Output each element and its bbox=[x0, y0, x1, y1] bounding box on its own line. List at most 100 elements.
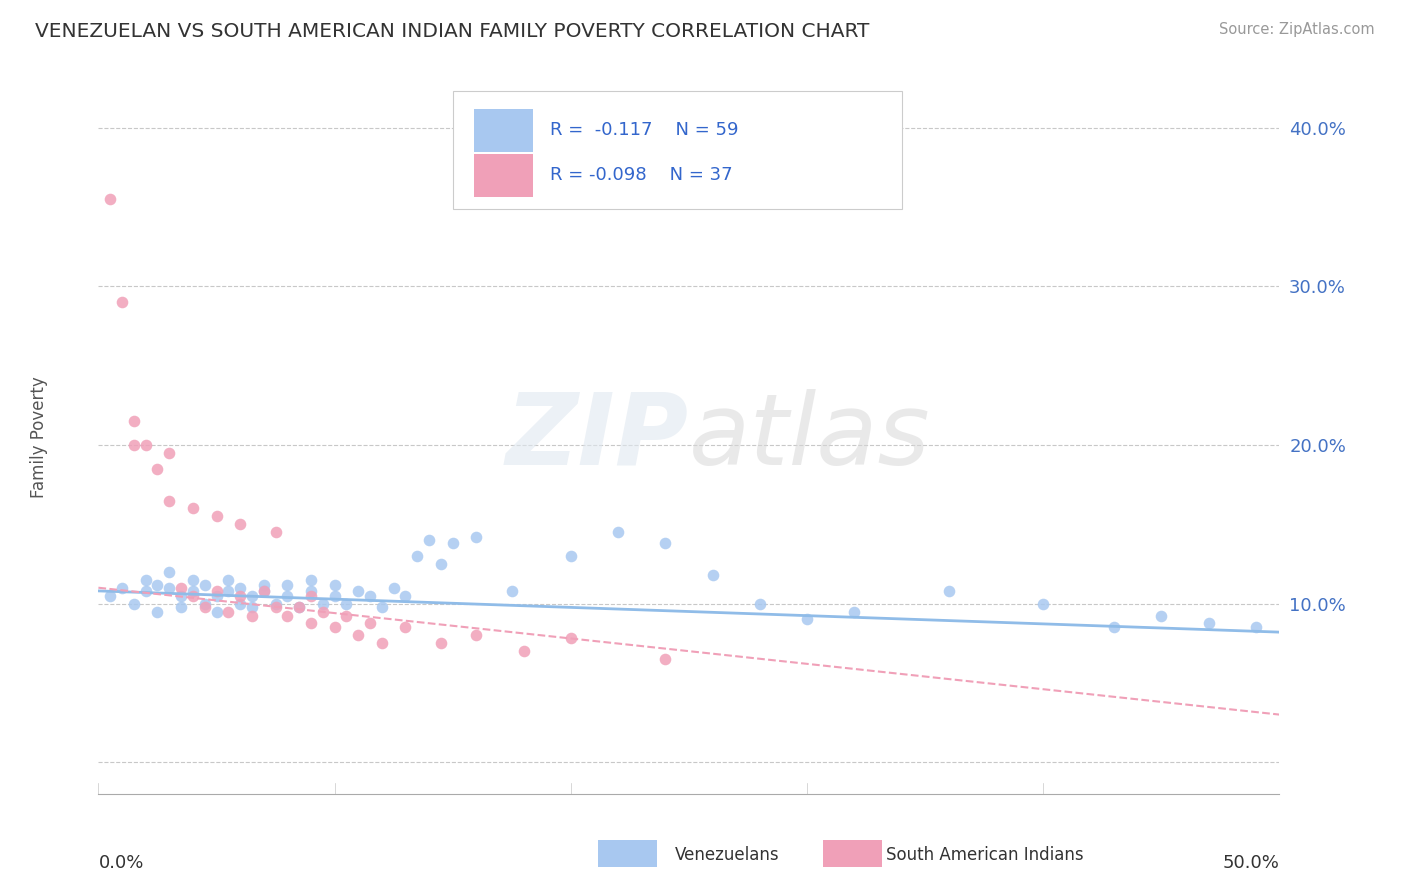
Point bbox=[323, 589, 346, 603]
Text: 0.0%: 0.0% bbox=[98, 855, 143, 872]
Point bbox=[264, 599, 287, 614]
Point bbox=[264, 597, 287, 611]
Point bbox=[288, 599, 311, 614]
Point bbox=[253, 583, 276, 598]
Point bbox=[122, 438, 145, 452]
Point bbox=[371, 599, 394, 614]
Point bbox=[347, 583, 370, 598]
Point bbox=[702, 568, 724, 582]
Point bbox=[122, 597, 145, 611]
Point bbox=[938, 583, 960, 598]
Point bbox=[382, 581, 405, 595]
FancyBboxPatch shape bbox=[474, 109, 533, 152]
Point bbox=[430, 557, 453, 571]
Point bbox=[98, 192, 121, 206]
Point bbox=[430, 636, 453, 650]
Point bbox=[1198, 615, 1220, 630]
Point bbox=[229, 517, 252, 532]
Point bbox=[217, 583, 239, 598]
Point bbox=[170, 599, 193, 614]
Point bbox=[312, 605, 335, 619]
Point bbox=[240, 609, 263, 624]
Point bbox=[240, 599, 263, 614]
Point bbox=[512, 644, 534, 658]
Point bbox=[205, 509, 228, 524]
Point bbox=[844, 605, 866, 619]
Point bbox=[146, 605, 169, 619]
Point bbox=[560, 632, 582, 646]
Point bbox=[560, 549, 582, 563]
Point bbox=[371, 636, 394, 650]
Text: Family Poverty: Family Poverty bbox=[31, 376, 48, 498]
FancyBboxPatch shape bbox=[474, 153, 533, 196]
Point bbox=[323, 577, 346, 591]
Text: Venezuelans: Venezuelans bbox=[675, 846, 779, 863]
Point bbox=[181, 589, 204, 603]
Point bbox=[217, 605, 239, 619]
Point bbox=[347, 628, 370, 642]
Point bbox=[135, 583, 157, 598]
Text: atlas: atlas bbox=[689, 389, 931, 485]
Point bbox=[441, 536, 464, 550]
Point bbox=[205, 589, 228, 603]
Point bbox=[240, 589, 263, 603]
Point bbox=[157, 581, 180, 595]
Point bbox=[465, 530, 488, 544]
Point bbox=[359, 615, 381, 630]
Point bbox=[111, 295, 134, 310]
Point bbox=[194, 599, 217, 614]
Point bbox=[335, 597, 357, 611]
Point bbox=[253, 583, 276, 598]
Point bbox=[205, 583, 228, 598]
Point bbox=[264, 525, 287, 540]
Text: South American Indians: South American Indians bbox=[886, 846, 1084, 863]
Point bbox=[288, 599, 311, 614]
Point bbox=[654, 536, 676, 550]
Point bbox=[394, 620, 416, 634]
Point bbox=[229, 581, 252, 595]
Point bbox=[157, 565, 180, 579]
Point bbox=[796, 612, 818, 626]
Text: VENEZUELAN VS SOUTH AMERICAN INDIAN FAMILY POVERTY CORRELATION CHART: VENEZUELAN VS SOUTH AMERICAN INDIAN FAMI… bbox=[35, 22, 869, 41]
Point bbox=[111, 581, 134, 595]
Point bbox=[607, 525, 630, 540]
Point bbox=[654, 652, 676, 666]
Point bbox=[359, 589, 381, 603]
Text: 50.0%: 50.0% bbox=[1223, 855, 1279, 872]
Point bbox=[170, 589, 193, 603]
Point bbox=[229, 597, 252, 611]
Point bbox=[135, 438, 157, 452]
Point bbox=[299, 583, 322, 598]
Point bbox=[406, 549, 429, 563]
Point bbox=[276, 577, 298, 591]
FancyBboxPatch shape bbox=[453, 91, 901, 209]
Point bbox=[194, 597, 217, 611]
Point bbox=[253, 577, 276, 591]
Point bbox=[146, 462, 169, 476]
Point bbox=[1150, 609, 1173, 624]
Point bbox=[181, 573, 204, 587]
Point bbox=[418, 533, 440, 548]
Point bbox=[323, 620, 346, 634]
Point bbox=[194, 577, 217, 591]
Text: R = -0.098    N = 37: R = -0.098 N = 37 bbox=[550, 166, 733, 184]
Point bbox=[98, 589, 121, 603]
Text: R =  -0.117    N = 59: R = -0.117 N = 59 bbox=[550, 121, 738, 139]
Point bbox=[299, 615, 322, 630]
Point bbox=[181, 583, 204, 598]
Point bbox=[135, 573, 157, 587]
Point bbox=[122, 414, 145, 428]
Point bbox=[146, 577, 169, 591]
Point bbox=[157, 446, 180, 460]
Point bbox=[299, 573, 322, 587]
Point bbox=[276, 609, 298, 624]
Point bbox=[1102, 620, 1125, 634]
Point bbox=[1244, 620, 1267, 634]
Point bbox=[748, 597, 770, 611]
Point bbox=[1032, 597, 1054, 611]
Point bbox=[501, 583, 523, 598]
Point bbox=[465, 628, 488, 642]
Point bbox=[157, 493, 180, 508]
Point bbox=[217, 573, 239, 587]
Point bbox=[170, 581, 193, 595]
